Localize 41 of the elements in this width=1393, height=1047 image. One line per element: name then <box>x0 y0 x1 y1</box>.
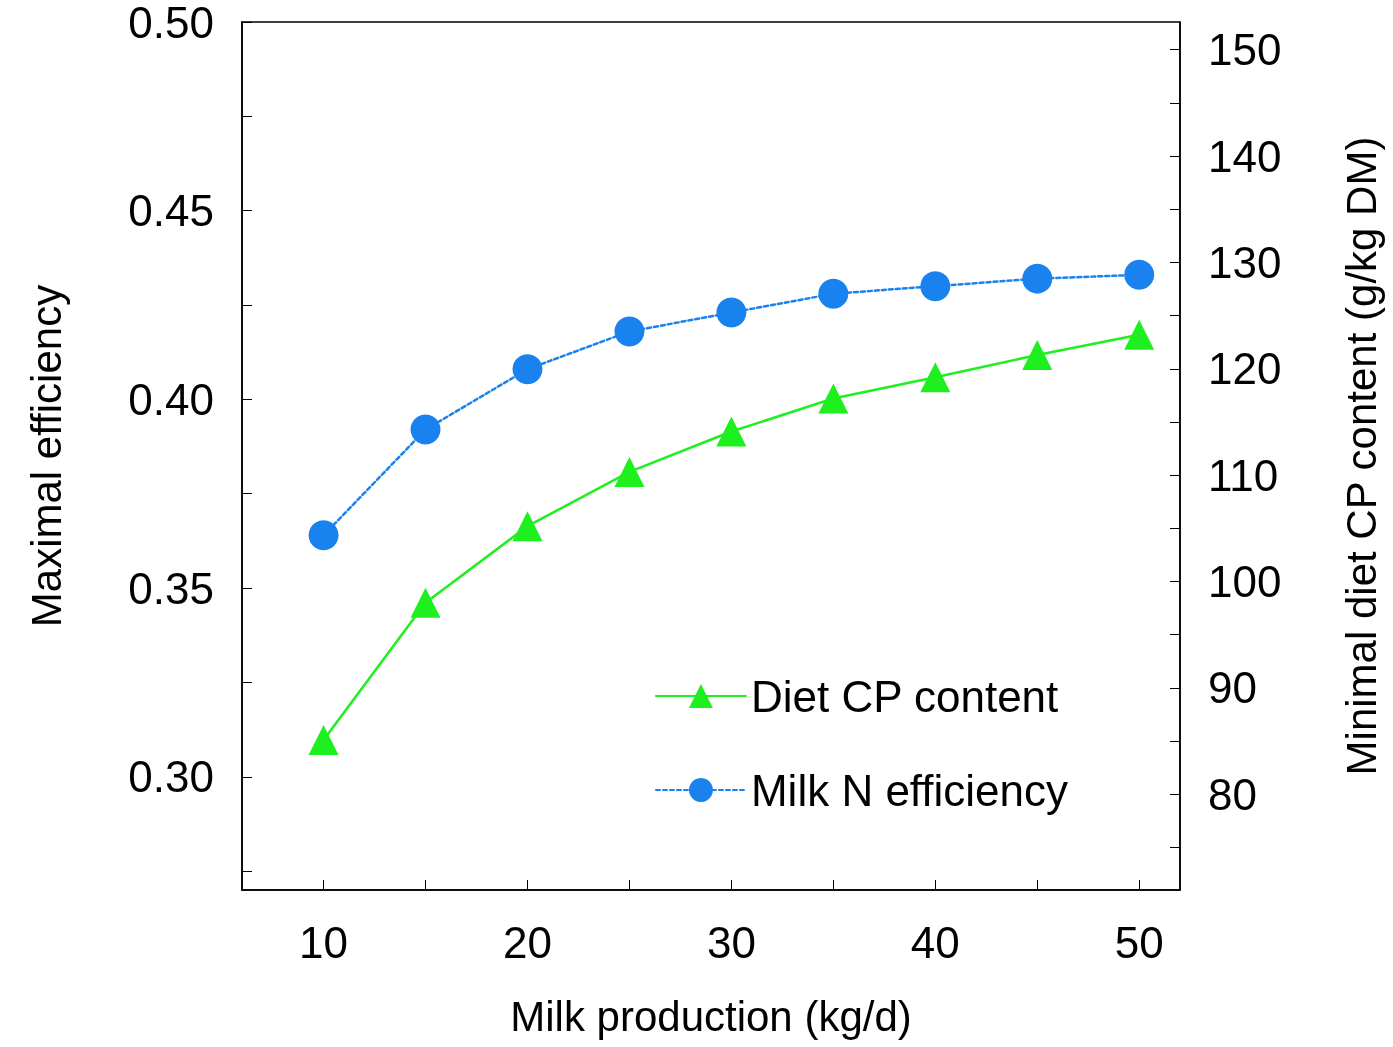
point <box>614 456 645 487</box>
point <box>410 414 441 445</box>
point <box>1022 263 1053 294</box>
y2-tick-label: 80 <box>1208 769 1257 819</box>
point <box>818 278 849 309</box>
point <box>512 354 543 385</box>
y-tick-label: 0.50 <box>128 0 214 47</box>
point <box>1022 339 1053 370</box>
point <box>308 520 339 551</box>
y-tick-label: 0.45 <box>128 186 214 236</box>
x-tick-label: 40 <box>910 917 960 967</box>
x-tick-label: 30 <box>706 917 756 967</box>
x-tick-label: 10 <box>299 917 349 967</box>
y2-tick-label: 100 <box>1208 557 1282 607</box>
y2-tick-label: 110 <box>1208 450 1279 500</box>
legend-label: Milk N efficiency <box>750 765 1068 815</box>
y-tick-label: 0.35 <box>128 563 214 613</box>
point <box>308 725 339 756</box>
y-axis-title: Maximal efficiency <box>22 284 70 628</box>
x-tick-label: 50 <box>1114 917 1164 967</box>
y2-axis-title: Minimal diet CP content (g/kg DM) <box>1337 136 1385 776</box>
point <box>716 416 747 447</box>
y-tick-label: 0.40 <box>128 374 214 424</box>
x-tick-label: 20 <box>503 917 552 967</box>
point <box>920 271 951 302</box>
x-axis-title: Milk production (kg/d) <box>510 992 912 1040</box>
y2-tick-label: 120 <box>1208 344 1282 394</box>
point <box>410 587 441 618</box>
point <box>920 362 951 393</box>
y2-tick-label: 150 <box>1208 25 1282 75</box>
y2-tick-label: 90 <box>1208 663 1257 713</box>
point <box>512 511 543 542</box>
legend-label: Diet CP content <box>750 671 1059 721</box>
point <box>614 316 645 347</box>
point <box>716 297 747 328</box>
y2-tick-label: 130 <box>1208 237 1282 287</box>
y2-tick-label: 140 <box>1208 131 1282 181</box>
y-tick-label: 0.30 <box>128 752 214 802</box>
point <box>1124 319 1155 350</box>
point <box>1124 259 1155 290</box>
point <box>818 383 849 414</box>
